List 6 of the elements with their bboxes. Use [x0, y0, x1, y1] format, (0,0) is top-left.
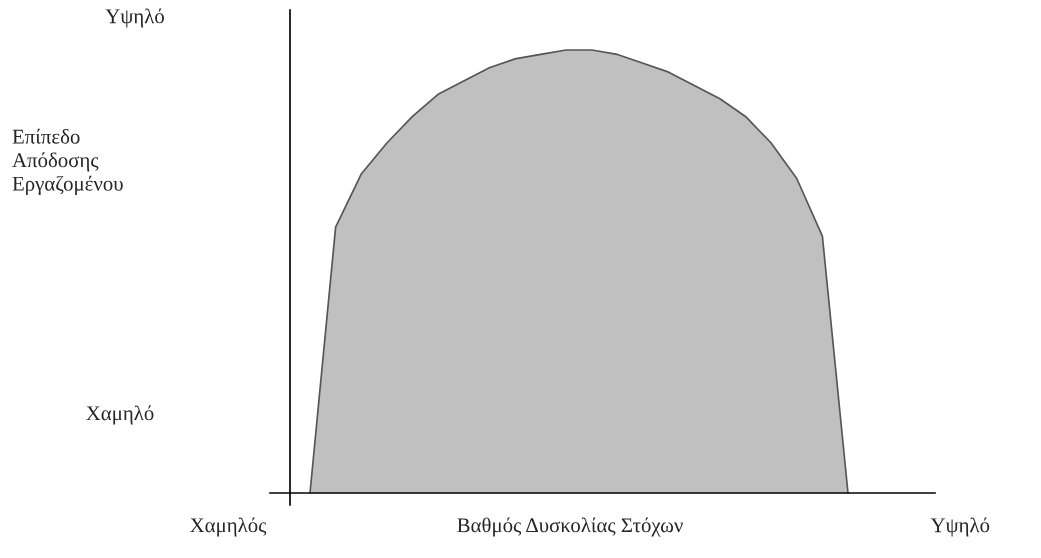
- text: Χαμηλός: [190, 517, 267, 537]
- text: Υψηλό: [930, 517, 990, 537]
- text: Επίπεδο Απόδοσης Εργαζομένου: [12, 128, 123, 195]
- x-axis-title: Βαθμός Δυσκολίας Στόχων: [457, 517, 683, 537]
- text: Χαμηλό: [86, 405, 154, 425]
- text: Υψηλό: [105, 8, 164, 28]
